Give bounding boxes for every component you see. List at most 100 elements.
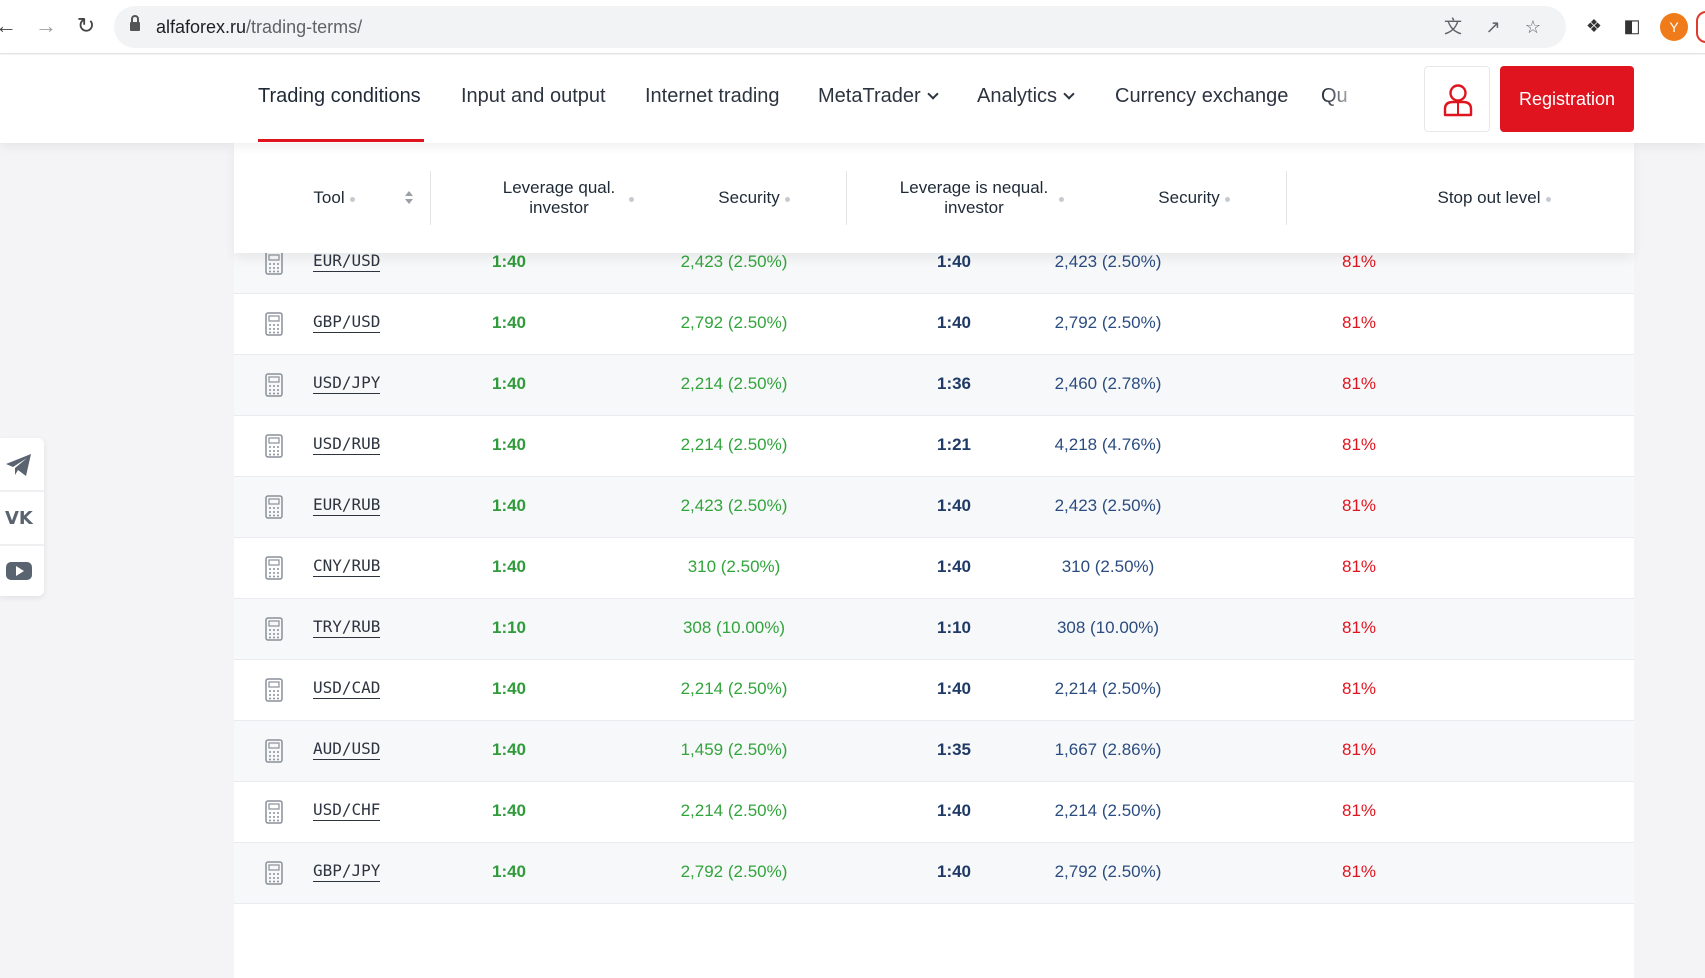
th-tool[interactable]: Tool	[274, 143, 394, 253]
table-row: USD/CHF 1:40 2,214 (2.50%) 1:40 2,214 (2.50%…	[234, 782, 1634, 843]
reload-icon[interactable]: ↻	[74, 12, 98, 40]
browser-toolbar: ← → ↻ alfaforex.ru/trading-terms/ 文 ↗ ☆ …	[0, 0, 1705, 54]
registration-button[interactable]: Registration	[1500, 66, 1634, 132]
info-dot-icon[interactable]	[350, 197, 355, 202]
instrument-link[interactable]: USD/JPY	[313, 373, 380, 394]
stop-out-value: 81%	[1264, 374, 1454, 394]
security-qual-value: 2,423 (2.50%)	[634, 252, 834, 272]
info-dot-icon[interactable]	[1059, 197, 1064, 202]
menu-input-output[interactable]: Input and output	[461, 85, 606, 108]
th-security-1: Security	[664, 143, 844, 253]
instrument-link[interactable]: EUR/USD	[313, 251, 380, 272]
security-nequal-value: 2,792 (2.50%)	[1008, 313, 1208, 333]
stop-out-value: 81%	[1264, 252, 1454, 272]
table-row: USD/RUB 1:40 2,214 (2.50%) 1:21 4,218 (4.76%…	[234, 416, 1634, 477]
social-panel: VK	[0, 438, 44, 596]
info-dot-icon[interactable]	[1225, 197, 1230, 202]
menu-analytics[interactable]: Analytics	[977, 85, 1073, 108]
stop-out-value: 81%	[1264, 618, 1454, 638]
th-security-2-label: Security	[1158, 188, 1219, 208]
instrument-link[interactable]: USD/CHF	[313, 800, 380, 821]
instrument-link[interactable]: CNY/RUB	[313, 556, 380, 577]
calculator-icon[interactable]	[265, 312, 283, 336]
column-separator	[846, 171, 847, 225]
address-bar[interactable]: alfaforex.ru/trading-terms/ 文 ↗ ☆	[114, 6, 1566, 48]
info-dot-icon[interactable]	[785, 197, 790, 202]
menu-fade	[1326, 75, 1366, 123]
profile-avatar[interactable]: Y	[1660, 13, 1688, 41]
info-dot-icon[interactable]	[629, 197, 634, 202]
calculator-icon[interactable]	[265, 739, 283, 763]
security-nequal-value: 2,792 (2.50%)	[1008, 862, 1208, 882]
instrument-link[interactable]: AUD/USD	[313, 739, 380, 760]
leverage-qual-value: 1:40	[424, 801, 594, 821]
instrument-link[interactable]: USD/RUB	[313, 434, 380, 455]
leverage-qual-value: 1:40	[424, 862, 594, 882]
info-dot-icon[interactable]	[1546, 197, 1551, 202]
user-icon	[1442, 83, 1474, 117]
calculator-icon[interactable]	[265, 495, 283, 519]
security-nequal-value: 310 (2.50%)	[1008, 557, 1208, 577]
calculator-icon[interactable]	[265, 617, 283, 641]
instrument-link[interactable]: TRY/RUB	[313, 617, 380, 638]
instrument-link[interactable]: GBP/JPY	[313, 861, 380, 882]
account-button[interactable]	[1424, 66, 1490, 132]
security-qual-value: 2,423 (2.50%)	[634, 496, 834, 516]
share-icon[interactable]: ↗	[1482, 16, 1504, 38]
th-stop-out-label: Stop out level	[1437, 188, 1540, 208]
instrument-link[interactable]: EUR/RUB	[313, 495, 380, 516]
calculator-icon[interactable]	[265, 861, 283, 885]
instrument-link[interactable]: USD/CAD	[313, 678, 380, 699]
svg-text:VK: VK	[5, 508, 34, 529]
menu-internet-trading[interactable]: Internet trading	[645, 85, 780, 108]
table-row: GBP/USD 1:40 2,792 (2.50%) 1:40 2,792 (2.50%…	[234, 294, 1634, 355]
calculator-icon[interactable]	[265, 556, 283, 580]
table-header: Tool Leverage qual. investor Security Le…	[234, 143, 1634, 253]
leverage-qual-value: 1:40	[424, 496, 594, 516]
translate-icon[interactable]: 文	[1442, 16, 1464, 38]
security-nequal-value: 4,218 (4.76%)	[1008, 435, 1208, 455]
menu-currency-exchange[interactable]: Currency exchange	[1115, 85, 1288, 108]
active-tab-underline	[258, 139, 424, 142]
leverage-qual-value: 1:40	[424, 435, 594, 455]
table-row: EUR/RUB 1:40 2,423 (2.50%) 1:40 2,423 (2.50%…	[234, 477, 1634, 538]
instrument-link[interactable]: GBP/USD	[313, 312, 380, 333]
th-tool-label: Tool	[313, 188, 344, 208]
security-nequal-value: 1,667 (2.86%)	[1008, 740, 1208, 760]
stop-out-value: 81%	[1264, 313, 1454, 333]
calculator-icon[interactable]	[265, 251, 283, 275]
stop-out-value: 81%	[1264, 801, 1454, 821]
vk-icon[interactable]: VK	[4, 504, 34, 532]
divider	[0, 544, 44, 546]
calculator-icon[interactable]	[265, 373, 283, 397]
forward-icon[interactable]: →	[34, 12, 58, 40]
youtube-icon[interactable]	[4, 558, 34, 586]
side-panel-icon[interactable]: ◧	[1620, 14, 1644, 38]
calculator-icon[interactable]	[265, 800, 283, 824]
security-qual-value: 1,459 (2.50%)	[634, 740, 834, 760]
calculator-icon[interactable]	[265, 678, 283, 702]
url-text[interactable]: alfaforex.ru/trading-terms/	[156, 17, 362, 38]
stop-out-value: 81%	[1264, 862, 1454, 882]
leverage-qual-value: 1:40	[424, 252, 594, 272]
trading-terms-table: Tool Leverage qual. investor Security Le…	[234, 143, 1634, 978]
table-row: CNY/RUB 1:40 310 (2.50%) 1:40 310 (2.50%) 81%	[234, 538, 1634, 599]
stop-out-value: 81%	[1264, 557, 1454, 577]
menu-metatrader[interactable]: MetaTrader	[818, 85, 937, 108]
security-qual-value: 2,214 (2.50%)	[634, 374, 834, 394]
calculator-icon[interactable]	[265, 434, 283, 458]
back-icon[interactable]: ←	[0, 12, 18, 40]
leverage-qual-value: 1:40	[424, 374, 594, 394]
security-nequal-value: 308 (10.00%)	[1008, 618, 1208, 638]
stop-out-value: 81%	[1264, 679, 1454, 699]
bookmark-star-icon[interactable]: ☆	[1522, 16, 1544, 38]
telegram-icon[interactable]	[4, 452, 34, 480]
th-leverage-nequal-label: Leverage is nequal. investor	[894, 178, 1054, 218]
security-nequal-value: 2,460 (2.78%)	[1008, 374, 1208, 394]
sort-icon[interactable]	[404, 191, 414, 207]
menu-trading-conditions[interactable]: Trading conditions	[258, 85, 421, 108]
extensions-icon[interactable]: ❖	[1582, 14, 1606, 38]
security-nequal-value: 2,423 (2.50%)	[1008, 496, 1208, 516]
chevron-down-icon	[1063, 88, 1074, 99]
profile-edge-icon[interactable]	[1696, 11, 1705, 43]
